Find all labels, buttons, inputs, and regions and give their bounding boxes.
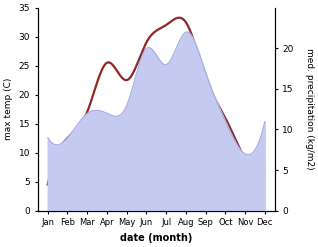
Y-axis label: med. precipitation (kg/m2): med. precipitation (kg/m2) [305,48,314,170]
Y-axis label: max temp (C): max temp (C) [4,78,13,140]
X-axis label: date (month): date (month) [120,233,192,243]
